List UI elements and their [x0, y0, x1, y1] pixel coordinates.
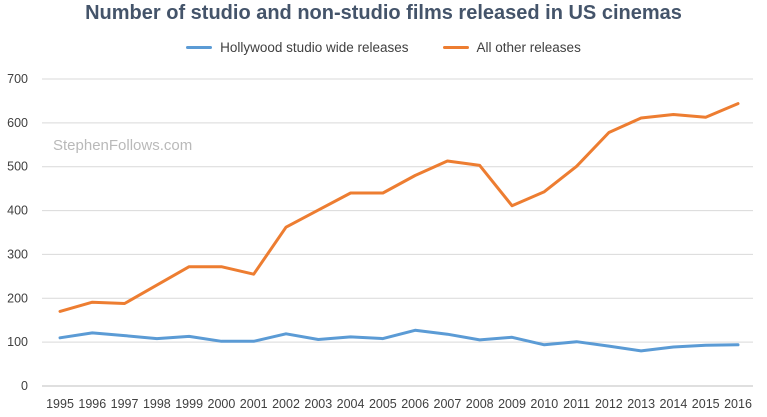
x-tick-label: 2002 [272, 397, 300, 411]
x-tick-label: 2010 [530, 397, 558, 411]
x-axis-ticks: 1995 1996 1997 1998 1999 2000 2001 2002 2003 2004… [46, 397, 752, 411]
x-tick-label: 2003 [304, 397, 332, 411]
y-tick-label: 200 [7, 291, 28, 305]
x-tick-label: 2007 [434, 397, 462, 411]
x-tick-label: 2015 [692, 397, 720, 411]
legend-item-studio: Hollywood studio wide releases [186, 40, 409, 55]
x-tick-label: 2009 [498, 397, 526, 411]
legend-swatch-other [442, 46, 469, 49]
x-tick-label: 1998 [143, 397, 171, 411]
legend-label-studio: Hollywood studio wide releases [220, 40, 409, 55]
x-tick-label: 1999 [175, 397, 203, 411]
x-tick-label: 1996 [78, 397, 106, 411]
chart-title: Number of studio and non-studio films re… [85, 2, 682, 24]
x-tick-label: 2011 [563, 397, 590, 411]
y-tick-label: 500 [7, 160, 28, 174]
x-tick-label: 2001 [240, 397, 268, 411]
x-tick-label: 2004 [337, 397, 365, 411]
gridlines [42, 78, 753, 387]
series-line-other [58, 102, 740, 313]
legend-swatch-studio [186, 46, 213, 49]
x-tick-label: 2014 [660, 397, 688, 411]
x-tick-label: 2006 [401, 397, 429, 411]
x-tick-label: 1995 [46, 397, 74, 411]
x-tick-label: 2000 [208, 397, 236, 411]
y-tick-label: 400 [7, 204, 28, 218]
x-tick-label: 2013 [627, 397, 655, 411]
watermark: StephenFollows.com [53, 137, 192, 154]
x-tick-label: 2016 [724, 397, 752, 411]
y-tick-label: 100 [7, 335, 28, 349]
x-tick-label: 1997 [111, 397, 139, 411]
series-line-studio [58, 328, 740, 353]
y-tick-label: 700 [7, 72, 28, 86]
x-tick-label: 2008 [466, 397, 494, 411]
y-tick-label: 0 [21, 379, 28, 393]
series-lines [58, 102, 740, 353]
y-axis-ticks: 0 100 200 300 400 500 600 700 [7, 72, 28, 393]
y-tick-label: 600 [7, 116, 28, 130]
legend-label-other: All other releases [476, 40, 581, 55]
y-tick-label: 300 [7, 247, 28, 261]
legend: Hollywood studio wide releases All other… [0, 40, 767, 55]
x-tick-label: 2005 [369, 397, 397, 411]
x-tick-label: 2012 [595, 397, 623, 411]
legend-item-other: All other releases [442, 40, 581, 55]
